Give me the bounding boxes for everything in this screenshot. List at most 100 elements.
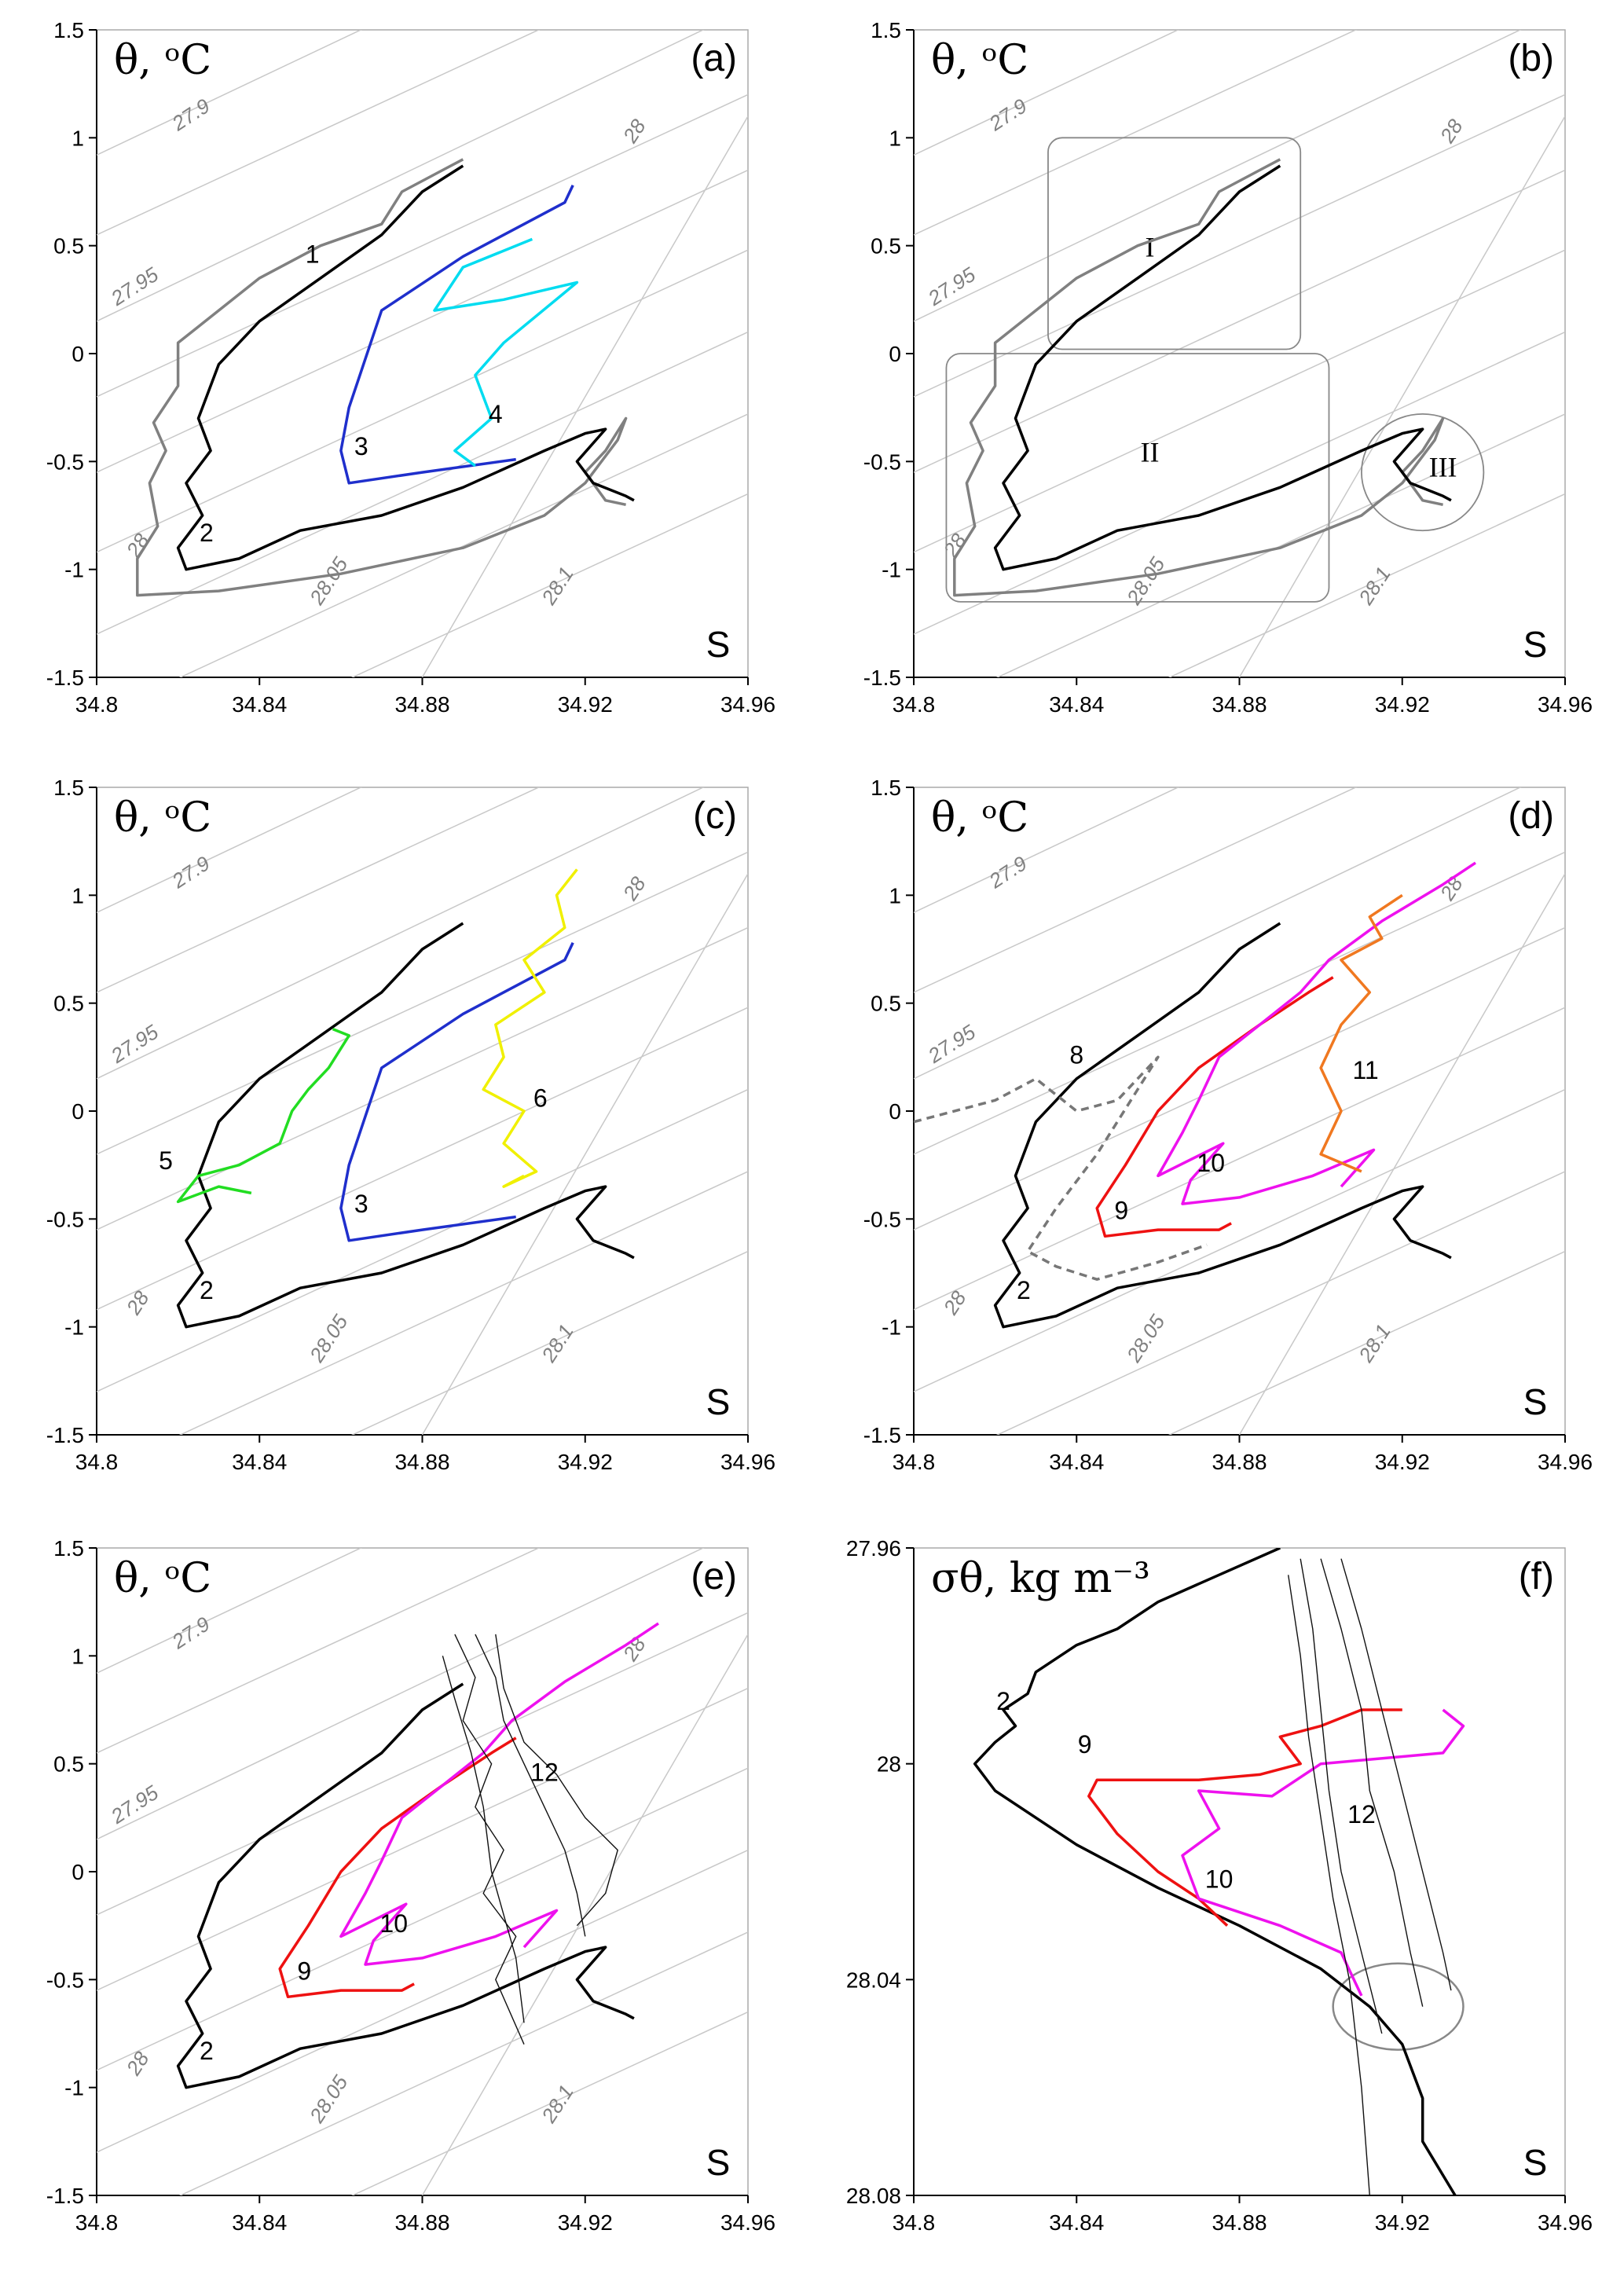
panel-label: (f) [1519,1556,1554,1597]
series-line-2 [176,1682,635,2089]
curve-label: 11 [1353,1056,1379,1084]
y-tick-label: -1 [64,1315,84,1340]
isopycnal-line [97,1687,748,1991]
curve-label: 10 [1197,1149,1225,1177]
isopycnal-label: 28 [121,2047,154,2080]
series-group [176,1622,659,2089]
x-tick-label: 34.88 [394,2210,449,2235]
y-tick-label: -0.5 [863,449,901,474]
y-tick-label: 1.5 [53,18,84,42]
isopycnal-label: 27.9 [167,851,214,893]
y-tick-label: -1 [64,558,84,582]
curve-label: 1 [306,240,320,269]
isopycnal-line [97,926,748,1231]
isopycnal-line [350,2011,748,2195]
isopycnal-line [97,1007,748,1311]
region-circle-III [1361,413,1485,532]
region-box-II [945,353,1330,603]
series-line-6 [482,868,578,1188]
curve-label: 9 [1114,1196,1128,1224]
x-tick-label: 34.92 [1375,692,1430,717]
isopycnal-line [97,1849,748,2153]
isopycnal-line [350,1250,748,1435]
x-tick-label: 34.84 [1049,1450,1104,1474]
isopycnal-line [97,1548,541,1754]
y-tick-label: 1.5 [871,18,901,42]
x-tick-label: 34.92 [558,2210,613,2235]
y-tick-label: 0 [71,1099,84,1124]
isopycnal-line [421,1634,748,2195]
x-tick-label: 34.92 [1375,2210,1430,2235]
isopycnal-line [914,787,1358,993]
y-tick-label: 0 [71,342,84,366]
isopycnal-line [97,30,705,322]
isopycnal-line [97,30,362,156]
x-tick-label: 34.96 [1538,2210,1593,2235]
isopycnal-line [97,30,541,236]
series-line-9 [1087,1708,1402,1927]
isopycnal-line [97,1767,748,2071]
curve-label: 10 [1205,1865,1234,1894]
x-tick-label: 34.92 [1375,1450,1430,1474]
series-line-4 [433,237,579,468]
y-axis-title: θ, ᵒC [931,37,1028,84]
series-line-10 [1157,861,1476,1205]
isopycnal-line [914,851,1565,1155]
series-line [1320,1558,1424,2007]
isopycnal-line [421,116,748,677]
isopycnal-line [914,30,1358,236]
y-axis-title: θ, ᵒC [114,794,211,842]
x-tick-label: 34.96 [720,1450,775,1474]
series-line-2 [176,164,635,571]
isopycnals [97,30,748,677]
curve-label: 9 [1078,1730,1092,1759]
plot-frame [96,1547,749,2196]
isopycnal-label: 28 [938,1286,971,1319]
y-tick-label: 0.5 [53,234,84,259]
x-tick-label: 34.8 [893,692,936,717]
curve-label: 12 [1347,1800,1376,1828]
isopycnal-line [995,413,1565,677]
panel-label: (b) [1508,38,1554,79]
x-tick-label: 34.88 [1212,2210,1267,2235]
y-tick-label: -1 [64,2076,84,2100]
x-axis-title: S [1523,1381,1548,1422]
isopycnal-line [914,787,1179,913]
curve-label: 2 [1017,1276,1031,1304]
curve-label: 5 [159,1146,173,1175]
series-line-12 [1300,1558,1383,2034]
y-tick-label: 27.96 [846,1536,901,1561]
series-group [914,861,1476,1329]
series-group [953,158,1452,597]
y-tick-label: -0.5 [46,1207,84,1231]
y-tick-label: -1.5 [863,1423,901,1447]
isopycnal-line [421,873,748,1435]
series-line [442,1656,525,2023]
series-line-12 [454,1634,525,2045]
x-tick-label: 34.96 [1538,1450,1593,1474]
x-tick-label: 34.92 [558,1450,613,1474]
x-tick-label: 34.8 [75,692,119,717]
y-tick-label: -1.5 [46,1423,84,1447]
isopycnal-line [178,413,748,677]
plot-frame [96,29,749,678]
x-tick-label: 34.8 [75,1450,119,1474]
isopycnal-line [914,787,1522,1080]
x-axis-title: S [706,2142,731,2183]
region-label: II [1141,436,1160,468]
series-line-10 [339,1622,659,1966]
x-tick-label: 34.92 [558,692,613,717]
isopycnal-line [914,30,1179,156]
isopycnal-line [914,926,1565,1231]
isopycnal-label: 28.1 [1354,563,1395,610]
isopycnal-line [97,1612,748,1916]
y-tick-label: 0.5 [871,234,901,259]
x-tick-label: 34.84 [232,1450,287,1474]
isopycnal-line [97,1548,705,1840]
series-line-3 [339,942,574,1242]
curve-label: 9 [297,1957,311,1985]
y-tick-label: -1 [882,558,901,582]
isopycnal-label: 28.1 [537,563,578,610]
isopycnal-line [914,249,1565,553]
